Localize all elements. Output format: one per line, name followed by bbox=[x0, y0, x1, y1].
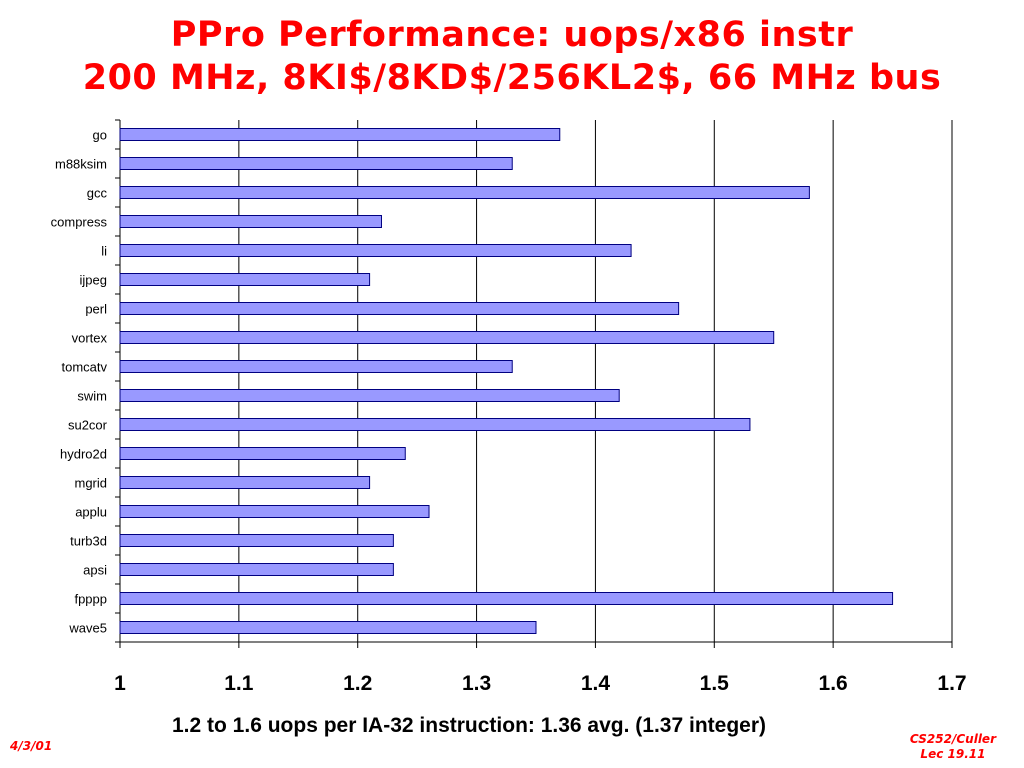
category-label: li bbox=[101, 244, 107, 259]
lecture-number: Lec 19.11 bbox=[920, 747, 986, 761]
bar-turb3d bbox=[119, 534, 394, 547]
title-line-1: PPro Performance: uops/x86 instr bbox=[170, 15, 854, 55]
footer-course: CS252/Culler Lec 19.11 bbox=[910, 732, 996, 762]
category-label: hydro2d bbox=[60, 447, 107, 462]
category-label: su2cor bbox=[68, 418, 108, 433]
x-tick-label: 1.2 bbox=[343, 672, 372, 695]
x-tick-label: 1 bbox=[114, 672, 126, 695]
category-label: swim bbox=[77, 389, 107, 404]
category-label: go bbox=[93, 128, 107, 143]
x-tick-label: 1.6 bbox=[819, 672, 848, 695]
x-tick-label: 1.1 bbox=[224, 672, 254, 695]
category-label: m88ksim bbox=[55, 157, 107, 172]
category-label: apsi bbox=[83, 563, 107, 578]
category-label: mgrid bbox=[74, 476, 107, 491]
category-label: gcc bbox=[87, 186, 108, 201]
course-name: CS252/Culler bbox=[909, 732, 996, 746]
bar-m88ksim bbox=[119, 157, 513, 170]
bar-go bbox=[119, 128, 561, 141]
bar-mgrid bbox=[119, 476, 371, 489]
slide-title: PPro Performance: uops/x86 instr 200 MHz… bbox=[0, 14, 1024, 100]
bar-tomcatv bbox=[119, 360, 513, 373]
bar-vortex bbox=[119, 331, 775, 344]
x-tick-label: 1.7 bbox=[937, 672, 966, 695]
category-label: vortex bbox=[72, 331, 108, 346]
category-label: compress bbox=[51, 215, 108, 230]
bar-apsi bbox=[119, 563, 394, 576]
x-tick-label: 1.4 bbox=[581, 672, 611, 695]
bar-perl bbox=[119, 302, 680, 315]
bar-applu bbox=[119, 505, 430, 518]
bar-ijpeg bbox=[119, 273, 371, 286]
title-line-2: 200 MHz, 8KI$/8KD$/256KL2$, 66 MHz bus bbox=[82, 58, 942, 98]
category-label: wave5 bbox=[68, 621, 107, 636]
bar-hydro2d bbox=[119, 447, 406, 460]
bar-wave5 bbox=[119, 621, 537, 634]
bar-gcc bbox=[119, 186, 810, 199]
x-tick-label: 1.5 bbox=[700, 672, 730, 695]
bar-su2cor bbox=[119, 418, 751, 431]
bar-compress bbox=[119, 215, 382, 228]
category-label: ijpeg bbox=[80, 273, 107, 288]
category-label: perl bbox=[85, 302, 107, 317]
category-label: applu bbox=[75, 505, 107, 520]
bar-li bbox=[119, 244, 632, 257]
chart-caption: 1.2 to 1.6 uops per IA-32 instruction: 1… bbox=[172, 714, 766, 737]
category-label: tomcatv bbox=[61, 360, 107, 375]
category-label: turb3d bbox=[70, 534, 107, 549]
bar-swim bbox=[119, 389, 620, 402]
category-label: fpppp bbox=[74, 592, 107, 607]
bar-fpppp bbox=[119, 592, 894, 605]
x-tick-label: 1.3 bbox=[462, 672, 491, 695]
footer-date: 4/3/01 bbox=[10, 739, 53, 753]
